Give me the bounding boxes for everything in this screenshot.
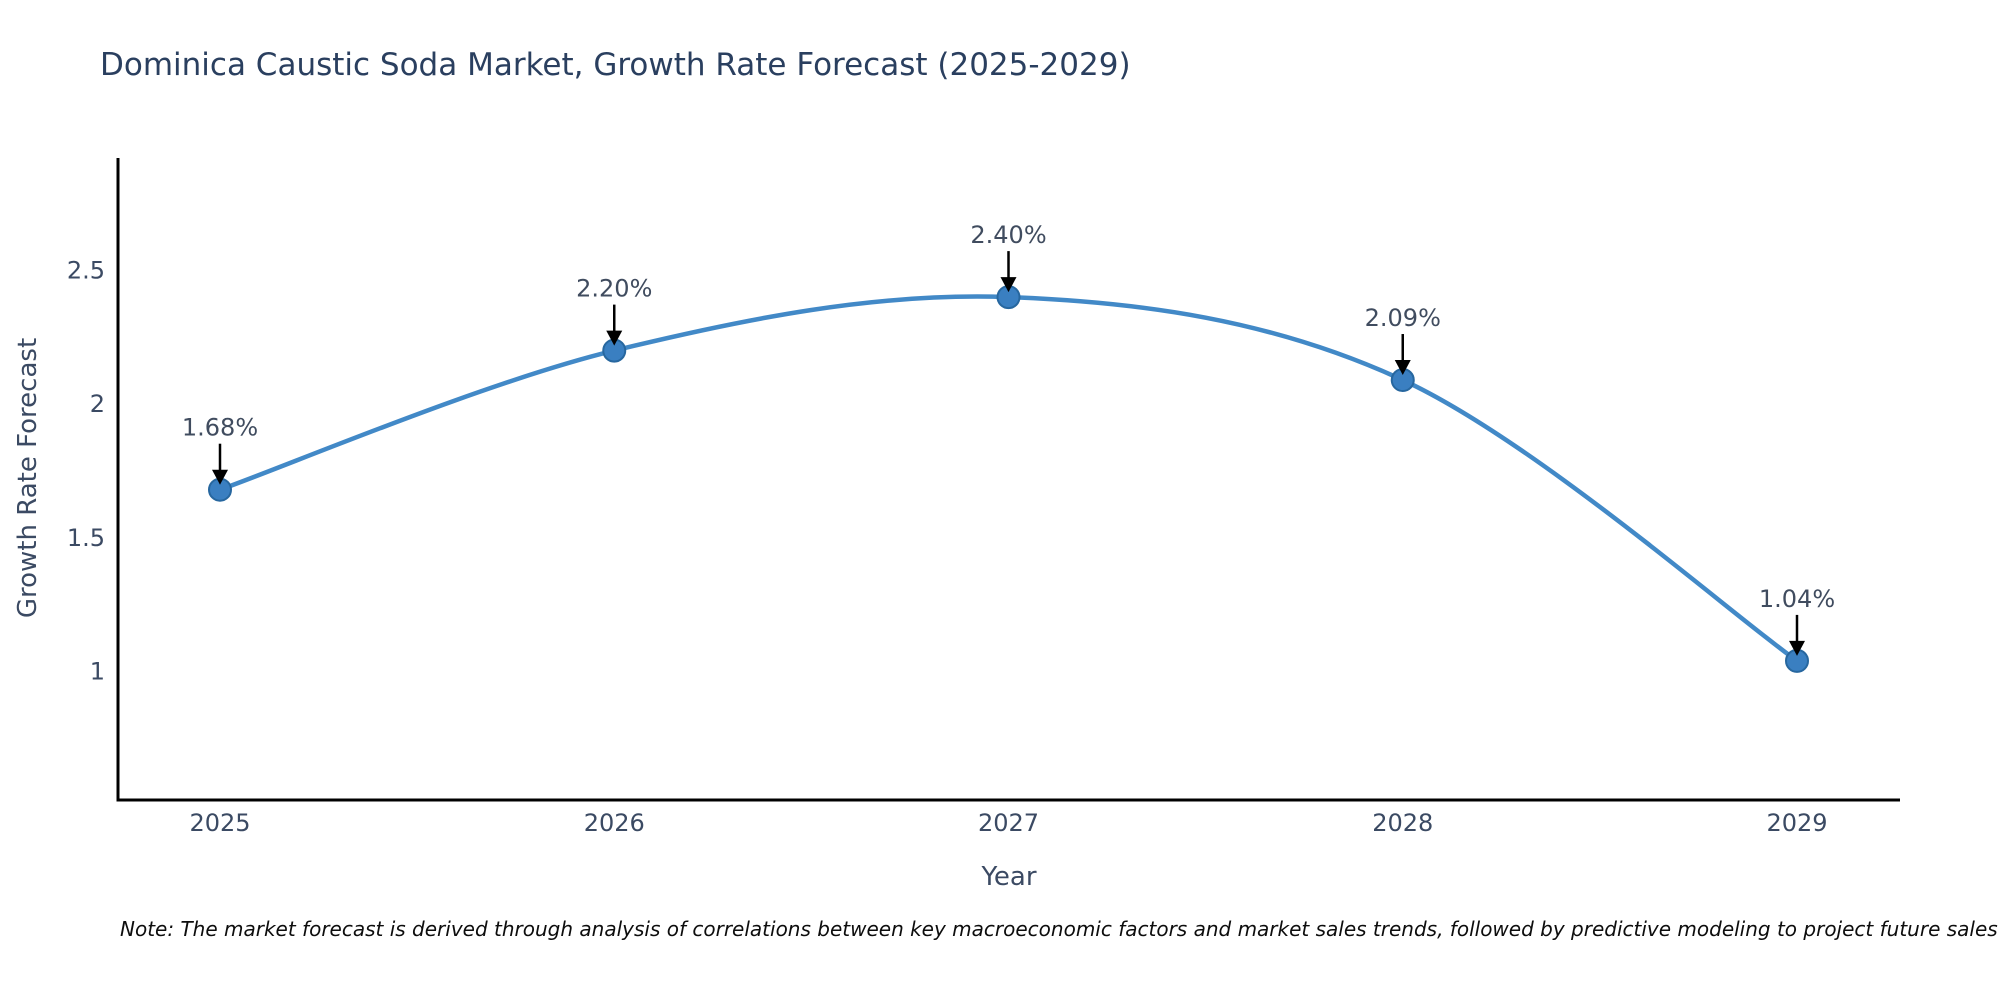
annotation-arrowhead: [1394, 360, 1411, 376]
chart-title: Dominica Caustic Soda Market, Growth Rat…: [100, 47, 1131, 83]
annotation-label: 2.09%: [1365, 304, 1441, 332]
x-tick-label: 2029: [1766, 809, 1827, 837]
axis-lines: [116, 158, 1900, 802]
annotation-arrowhead: [212, 469, 228, 485]
x-axis-title: Year: [981, 862, 1037, 892]
annotation-arrowhead: [1000, 277, 1017, 293]
footnote: Note: The market forecast is derived thr…: [120, 917, 1998, 941]
x-tick-label: 2025: [189, 809, 250, 837]
series-line: [217, 294, 1800, 664]
y-tick-label: 2.5: [67, 256, 105, 284]
y-tick-label: 2: [90, 390, 105, 418]
annotation-label: 1.68%: [182, 414, 258, 442]
x-tick-label: 2026: [584, 809, 645, 837]
x-tick-label: 2028: [1372, 809, 1433, 837]
annotation-label: 2.20%: [576, 275, 652, 303]
annotation-label: 1.04%: [1759, 585, 1835, 613]
y-tick-label: 1: [90, 658, 105, 686]
annotation-label: 2.40%: [970, 221, 1046, 249]
annotation-arrowhead: [606, 330, 623, 346]
x-tick-label: 2027: [978, 809, 1039, 837]
annotation-arrowhead: [1789, 640, 1805, 656]
y-tick-label: 1.5: [67, 524, 105, 552]
